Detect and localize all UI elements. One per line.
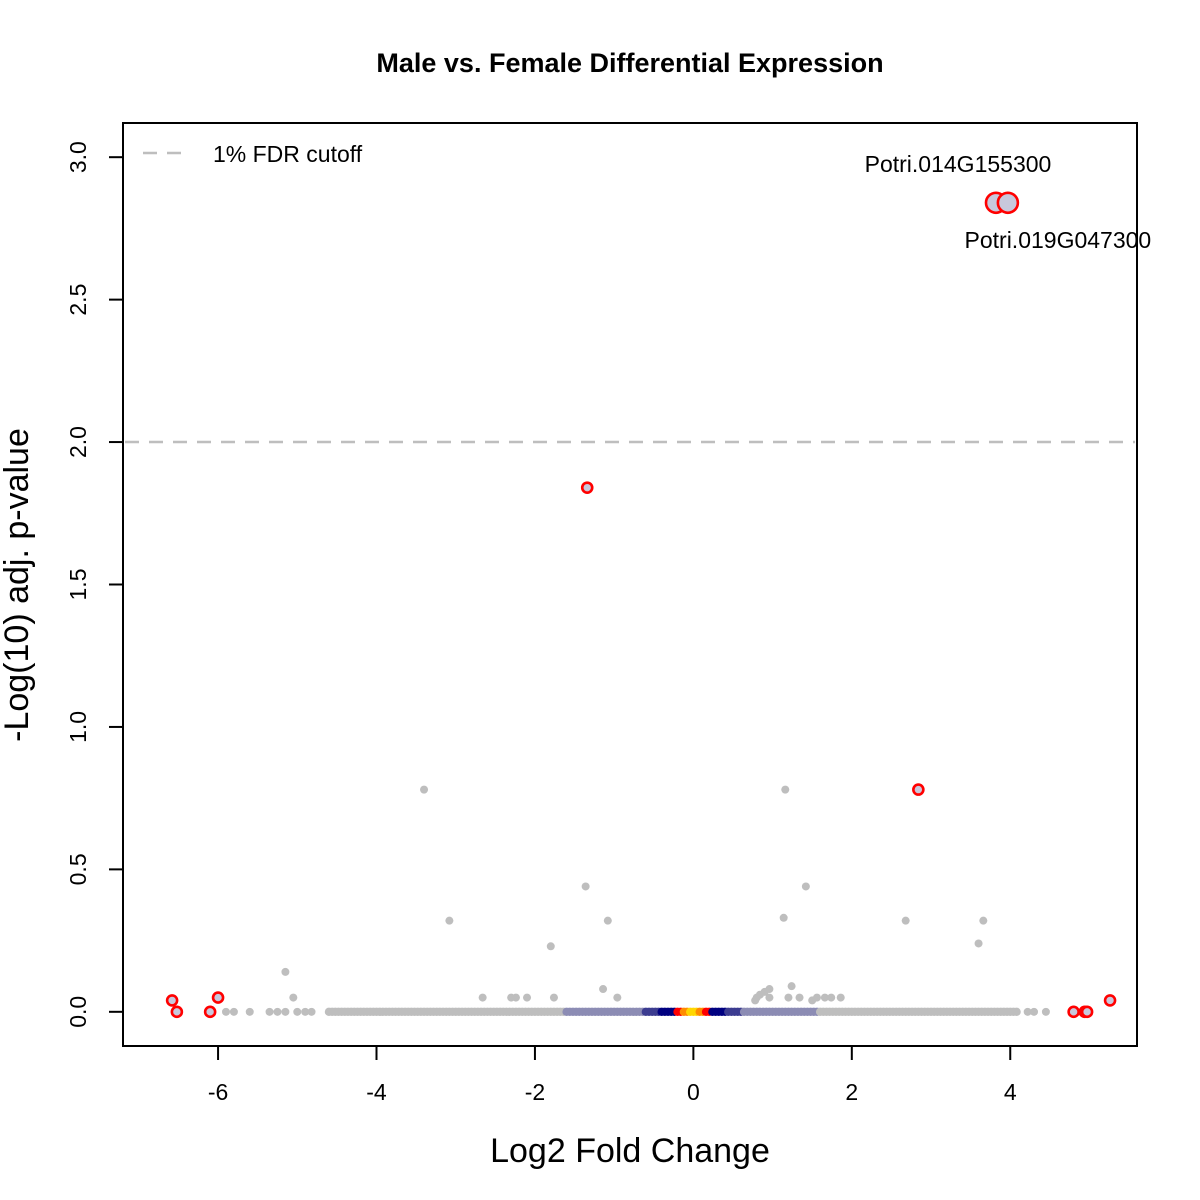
data-point xyxy=(795,993,804,1002)
y-tick-label: 0.5 xyxy=(65,853,91,885)
data-point xyxy=(549,993,558,1002)
data-point xyxy=(784,993,793,1002)
data-point xyxy=(599,985,608,994)
legend-cutoff-label: 1% FDR cutoff xyxy=(213,141,363,167)
data-point xyxy=(281,1007,290,1016)
data-point xyxy=(1012,1007,1021,1017)
data-point xyxy=(1030,1007,1039,1016)
highlighted-point xyxy=(1080,1005,1094,1019)
data-point xyxy=(581,882,590,891)
data-point xyxy=(445,916,454,925)
data-point xyxy=(289,993,298,1002)
highlighted-point xyxy=(580,481,594,494)
gene-labels: Potri.014G155300 Potri.019G047300 xyxy=(865,151,1152,253)
data-point xyxy=(801,882,810,891)
labeled-point xyxy=(996,191,1020,215)
y-tick-label: 1.0 xyxy=(65,711,91,743)
data-point xyxy=(221,1007,230,1016)
data-point xyxy=(511,993,520,1002)
y-axis-label: -Log(10) adj. p-value xyxy=(0,428,36,742)
data-point xyxy=(820,993,829,1002)
x-tick-label: -2 xyxy=(525,1079,545,1105)
data-point xyxy=(787,982,796,991)
x-tick-label: 0 xyxy=(687,1079,700,1105)
chart-title: Male vs. Female Differential Expression xyxy=(376,48,883,78)
dense-point-band xyxy=(324,1007,1021,1017)
data-point xyxy=(301,1007,310,1016)
data-point xyxy=(293,1007,302,1016)
gene-label: Potri.014G155300 xyxy=(865,151,1052,177)
highlighted-point xyxy=(211,991,225,1004)
x-tick-label: -6 xyxy=(208,1079,228,1105)
data-point xyxy=(245,1007,254,1016)
x-tick-label: -4 xyxy=(366,1079,387,1105)
data-point xyxy=(1041,1007,1050,1016)
data-point xyxy=(307,1007,316,1016)
gene-label: Potri.019G047300 xyxy=(965,227,1152,253)
highlighted-points xyxy=(165,481,1117,1019)
y-tick-label: 0.0 xyxy=(65,996,91,1028)
x-tick-label: 4 xyxy=(1004,1079,1017,1105)
data-point xyxy=(478,993,487,1002)
y-tick-label: 3.0 xyxy=(65,141,91,173)
data-point xyxy=(901,916,910,925)
data-point xyxy=(765,993,774,1002)
data-point xyxy=(812,993,821,1002)
data-point xyxy=(827,993,836,1002)
highlighted-point xyxy=(165,994,179,1007)
y-axis: 0.0 0.5 1.0 1.5 2.0 2.5 3.0 xyxy=(65,141,124,1028)
x-axis-label: Log2 Fold Change xyxy=(490,1132,770,1170)
highlighted-point xyxy=(1103,994,1117,1007)
background-points xyxy=(221,785,1050,1016)
highlighted-point xyxy=(912,783,925,796)
data-point xyxy=(546,942,555,951)
data-point xyxy=(273,1007,282,1016)
data-point xyxy=(751,996,760,1005)
data-point xyxy=(420,785,429,794)
highlighted-point xyxy=(203,1005,217,1019)
data-point xyxy=(613,993,622,1002)
data-point xyxy=(836,993,845,1002)
data-point xyxy=(974,939,983,948)
x-axis: -6 -4 -2 0 2 4 xyxy=(208,1045,1017,1105)
data-point xyxy=(523,993,532,1002)
highlighted-point xyxy=(170,1005,184,1019)
x-tick-label: 2 xyxy=(845,1079,858,1105)
data-point xyxy=(281,967,290,976)
data-point xyxy=(1023,1007,1032,1016)
y-tick-label: 2.5 xyxy=(65,284,91,316)
data-point xyxy=(265,1007,274,1016)
data-point xyxy=(779,913,788,922)
data-point xyxy=(229,1007,238,1016)
data-point xyxy=(979,916,988,925)
legend: 1% FDR cutoff xyxy=(143,141,363,167)
data-point xyxy=(781,785,790,794)
highlighted-point xyxy=(1067,1005,1080,1019)
y-tick-label: 1.5 xyxy=(65,569,91,601)
data-point xyxy=(603,916,612,925)
y-tick-label: 2.0 xyxy=(65,426,91,458)
